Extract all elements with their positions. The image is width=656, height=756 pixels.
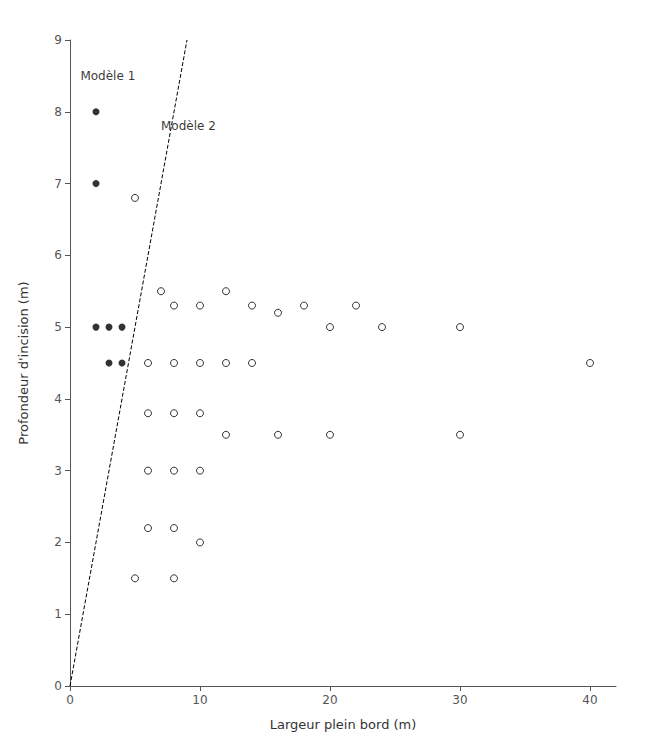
svg-text:6: 6 bbox=[54, 248, 62, 262]
svg-text:4: 4 bbox=[54, 392, 62, 406]
svg-text:3: 3 bbox=[54, 464, 62, 478]
svg-text:Profondeur d'incision (m): Profondeur d'incision (m) bbox=[16, 281, 31, 444]
svg-text:Modèle 1: Modèle 1 bbox=[80, 69, 135, 83]
svg-text:20: 20 bbox=[322, 693, 337, 707]
svg-text:Largeur plein bord (m): Largeur plein bord (m) bbox=[270, 717, 417, 732]
svg-text:7: 7 bbox=[54, 177, 62, 191]
svg-text:1: 1 bbox=[54, 607, 62, 621]
svg-text:9: 9 bbox=[54, 33, 62, 47]
svg-text:10: 10 bbox=[192, 693, 207, 707]
svg-text:40: 40 bbox=[582, 693, 597, 707]
svg-text:0: 0 bbox=[66, 693, 74, 707]
svg-text:0: 0 bbox=[54, 679, 62, 693]
svg-text:5: 5 bbox=[54, 320, 62, 334]
svg-text:30: 30 bbox=[452, 693, 467, 707]
svg-text:8: 8 bbox=[54, 105, 62, 119]
svg-text:2: 2 bbox=[54, 535, 62, 549]
svg-text:Modèle 2: Modèle 2 bbox=[161, 119, 216, 133]
